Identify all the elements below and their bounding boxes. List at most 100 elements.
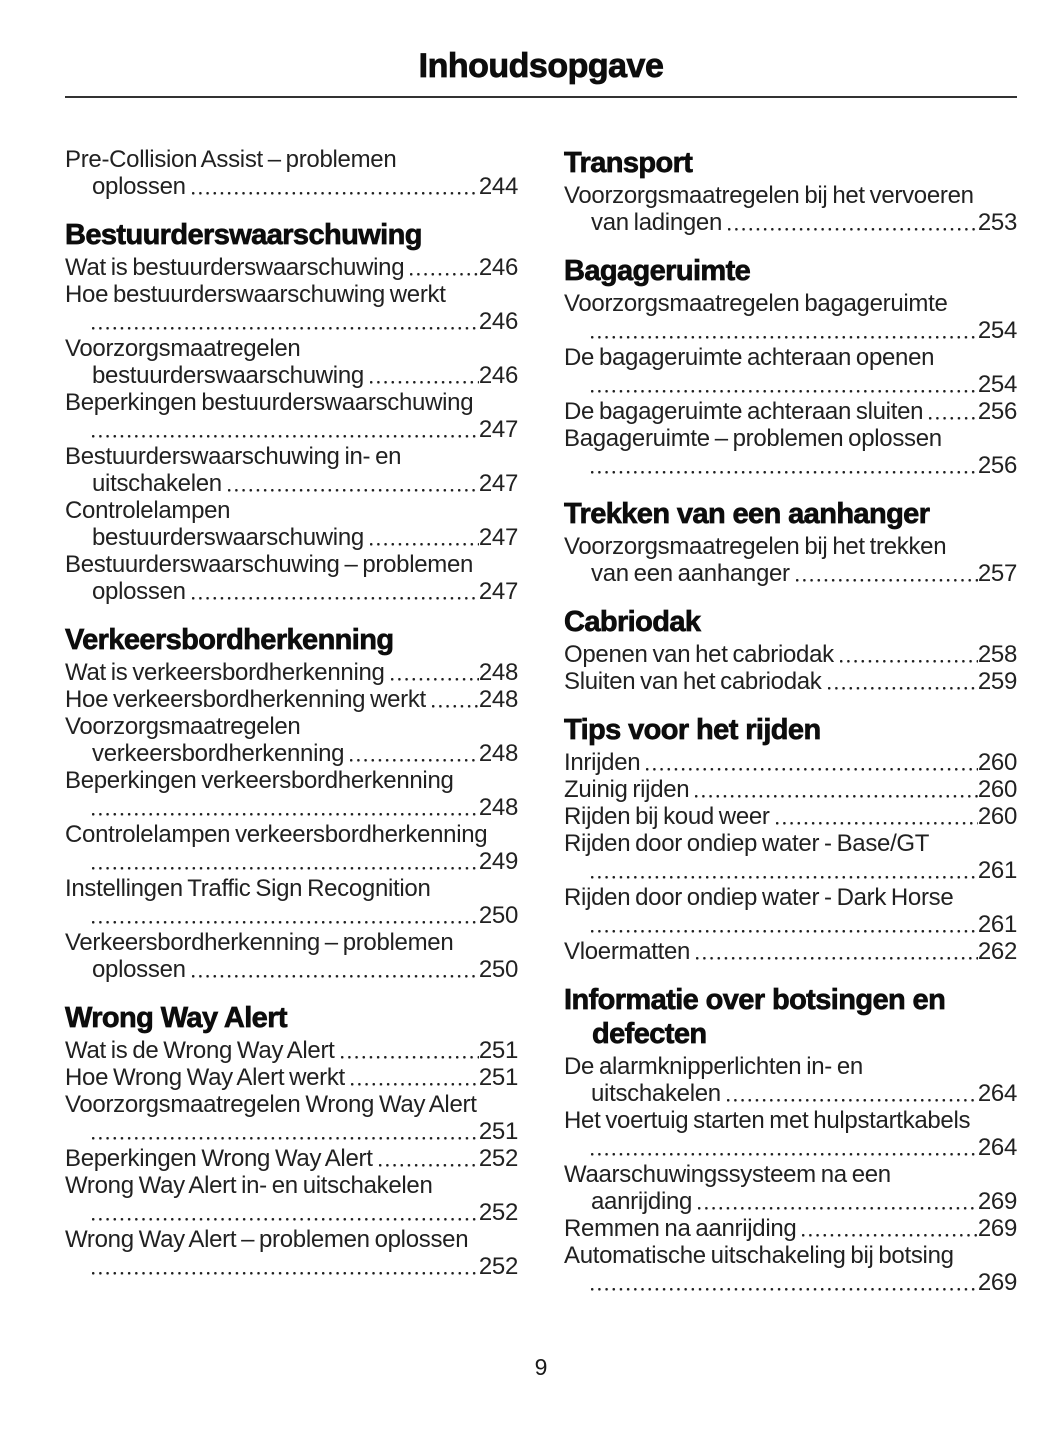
entry-text: Vloermatten [564,938,691,965]
entry-page-number: 247 [478,470,518,497]
entry-text: Controlelampen verkeersbordherkenning [65,821,488,848]
dot-leader [191,578,479,605]
toc-entry[interactable]: Wrong Way Alert – problemen oplossen 252 [65,1226,518,1280]
entry-text: Pre-Collision Assist – problemen [65,146,397,173]
toc-entry[interactable]: Automatische uitschakeling bij botsing 26… [564,1242,1017,1296]
toc-entry[interactable]: De alarmknipperlichten in- en uitschakele… [564,1053,1017,1107]
section-heading: Trekken van een aanhanger [564,498,931,531]
toc-entry[interactable]: Inrijden 260 [564,749,1017,776]
toc-section: Bestuurderswaarschuwing Wat is bestuurder… [65,218,518,605]
dot-leader [591,911,978,938]
toc-entry[interactable]: Beperkingen verkeersbordherkenning 248 [65,767,518,821]
toc-entry[interactable]: Waarschuwingssysteem na een aanrijding 269 [564,1161,1017,1215]
entry-page-number: 251 [478,1037,518,1064]
entry-text: verkeersbordherkenning [92,740,345,767]
toc-entry[interactable]: Voorzorgsmaatregelen Wrong Way Alert 251 [65,1091,518,1145]
toc-entry[interactable]: Rijden door ondiep water - Dark Horse 261 [564,884,1017,938]
dot-leader [92,794,479,821]
toc-entry[interactable]: Wat is bestuurderswaarschuwing 246 [65,254,518,281]
toc-entry[interactable]: Voorzorgsmaatregelen bestuurderswaarschuw… [65,335,518,389]
toc-entry-line: 264 [564,1134,1017,1161]
toc-entry[interactable]: Voorzorgsmaatregelen bij het vervoeren va… [564,182,1017,236]
dot-leader [696,938,978,965]
toc-entry[interactable]: Openen van het cabriodak 258 [564,641,1017,668]
dot-leader [591,857,978,884]
toc-entry[interactable]: Vloermatten 262 [564,938,1017,965]
dot-leader [795,560,978,587]
section-heading-line2: defecten [592,1018,708,1051]
entry-text: Hoe bestuurderswaarschuwing werkt [65,281,446,308]
toc-entry-line: Openen van het cabriodak 258 [564,641,1017,668]
toc-entry[interactable]: Wat is de Wrong Way Alert 251 [65,1037,518,1064]
dot-leader [695,776,978,803]
toc-entry[interactable]: Sluiten van het cabriodak 259 [564,668,1017,695]
toc-entry[interactable]: Hoe bestuurderswaarschuwing werkt 246 [65,281,518,335]
toc-entry[interactable]: Instellingen Traffic Sign Recognition 250 [65,875,518,929]
toc-entry-line: Wat is verkeersbordherkenning 248 [65,659,518,686]
entry-text: Wat is verkeersbordherkenning [65,659,385,686]
toc-entry[interactable]: Bagageruimte – problemen oplossen 256 [564,425,1017,479]
toc-entry[interactable]: Controlelampen bestuurderswaarschuwing 247 [65,497,518,551]
dot-leader [92,308,479,335]
entry-text: Wat is bestuurderswaarschuwing [65,254,405,281]
toc-entry-line: Hoe verkeersbordherkenning werkt 248 [65,686,518,713]
toc-entry[interactable]: Zuinig rijden 260 [564,776,1017,803]
toc-entry[interactable]: Pre-Collision Assist – problemen oplossen… [65,146,518,200]
toc-entry-line: 252 [65,1199,518,1226]
dot-leader [839,641,978,668]
entry-text: uitschakelen [591,1080,721,1107]
dot-leader [92,1118,479,1145]
toc-entry[interactable]: Bestuurderswaarschuwing in- en uitschakel… [65,443,518,497]
toc-entry-line: Wat is bestuurderswaarschuwing 246 [65,254,518,281]
entry-text: Controlelampen [65,497,231,524]
dot-leader [227,470,479,497]
toc-entry[interactable]: Voorzorgsmaatregelen bij het trekken van … [564,533,1017,587]
toc-entry[interactable]: Wrong Way Alert in- en uitschakelen 252 [65,1172,518,1226]
section-heading: Wrong Way Alert [65,1002,288,1035]
toc-entry[interactable]: De bagageruimte achteraan sluiten 256 [564,398,1017,425]
toc-entry-line: 248 [65,794,518,821]
entry-page-number: 248 [478,659,518,686]
dot-leader [591,1269,978,1296]
toc-column-left: Pre-Collision Assist – problemen oplossen… [65,146,518,1280]
entry-page-number: 248 [478,740,518,767]
toc-entry-line: bestuurderswaarschuwing 246 [65,362,518,389]
toc-entry[interactable]: Voorzorgsmaatregelen verkeersbordherkenni… [65,713,518,767]
toc-entry-line: Zuinig rijden 260 [564,776,1017,803]
toc-entry[interactable]: Bestuurderswaarschuwing – problemen oplos… [65,551,518,605]
toc-entry[interactable]: Verkeersbordherkenning – problemen oploss… [65,929,518,983]
dot-leader [591,1134,978,1161]
entry-text: Instellingen Traffic Sign Recognition [65,875,431,902]
toc-entry-line: van een aanhanger 257 [564,560,1017,587]
toc-entry[interactable]: Beperkingen Wrong Way Alert 252 [65,1145,518,1172]
dot-leader [92,1253,479,1280]
toc-entry[interactable]: De bagageruimte achteraan openen 254 [564,344,1017,398]
entry-text: bestuurderswaarschuwing [92,362,364,389]
entry-text: Waarschuwingssysteem na een [564,1161,891,1188]
toc-entry[interactable]: Rijden door ondiep water - Base/GT 261 [564,830,1017,884]
toc-entry[interactable]: Hoe Wrong Way Alert werkt 251 [65,1064,518,1091]
dot-leader [726,1080,978,1107]
entry-text: Hoe verkeersbordherkenning werkt [65,686,426,713]
toc-entry[interactable]: Rijden bij koud weer 260 [564,803,1017,830]
toc-entry[interactable]: Controlelampen verkeersbordherkenning 249 [65,821,518,875]
toc-entry[interactable]: Voorzorgsmaatregelen bagageruimte 254 [564,290,1017,344]
entry-page-number: 264 [977,1080,1017,1107]
toc-section: Pre-Collision Assist – problemen oplossen… [65,146,518,200]
toc-entry[interactable]: Hoe verkeersbordherkenning werkt 248 [65,686,518,713]
toc-section: Informatie over botsingen en defecten De a… [564,983,1017,1296]
toc-section: Cabriodak Openen van het cabriodak 258 Slui… [564,605,1017,695]
dot-leader [410,254,479,281]
toc-entry-line: De bagageruimte achteraan sluiten 256 [564,398,1017,425]
toc-entry-line: uitschakelen 247 [65,470,518,497]
toc-entry[interactable]: Beperkingen bestuurderswaarschuwing 247 [65,389,518,443]
dot-leader [350,1064,479,1091]
toc-entry[interactable]: Wat is verkeersbordherkenning 248 [65,659,518,686]
toc-entry-line: Rijden bij koud weer 260 [564,803,1017,830]
entry-text: Remmen na aanrijding [564,1215,797,1242]
toc-entry[interactable]: Remmen na aanrijding 269 [564,1215,1017,1242]
dot-leader [591,371,978,398]
toc-entry-line: uitschakelen 264 [564,1080,1017,1107]
toc-entry[interactable]: Het voertuig starten met hulpstartkabels… [564,1107,1017,1161]
entry-text: Voorzorgsmaatregelen bagageruimte [564,290,948,317]
